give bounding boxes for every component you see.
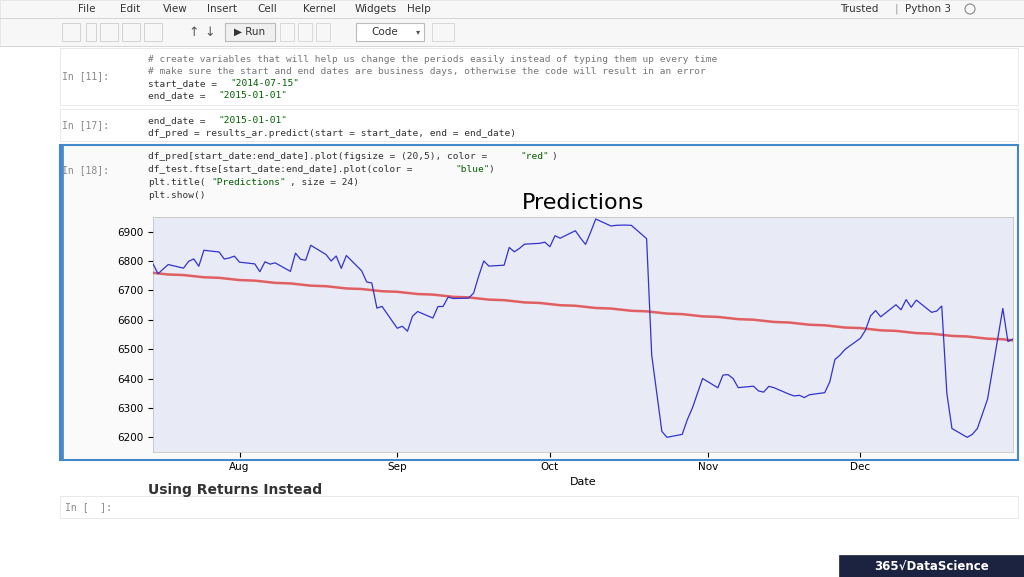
Bar bbox=[356, 23, 424, 41]
Text: In [17]:: In [17]: bbox=[62, 120, 109, 130]
Text: plt.show(): plt.show() bbox=[148, 191, 206, 200]
Text: end_date =: end_date = bbox=[148, 116, 211, 125]
Bar bbox=[122, 23, 140, 41]
Text: "2015-01-01": "2015-01-01" bbox=[218, 91, 287, 100]
Text: View: View bbox=[163, 4, 187, 14]
Bar bbox=[0, 18, 1024, 46]
Bar bbox=[225, 23, 275, 41]
Text: "2014-07-15": "2014-07-15" bbox=[230, 79, 299, 88]
Text: ): ) bbox=[488, 165, 494, 174]
Bar bbox=[280, 23, 294, 41]
Text: Insert: Insert bbox=[207, 4, 237, 14]
Text: "red": "red" bbox=[520, 152, 549, 161]
Bar bbox=[100, 23, 118, 41]
Text: "2015-01-01": "2015-01-01" bbox=[218, 116, 287, 125]
Text: |: | bbox=[895, 3, 899, 14]
Text: df_pred[start_date:end_date].plot(figsize = (20,5), color =: df_pred[start_date:end_date].plot(figsiz… bbox=[148, 152, 493, 161]
Text: Using Returns Instead: Using Returns Instead bbox=[148, 483, 323, 497]
Text: df_pred = results_ar.predict(start = start_date, end = end_date): df_pred = results_ar.predict(start = sta… bbox=[148, 129, 516, 138]
Bar bbox=[86, 23, 96, 41]
Bar bbox=[839, 555, 1024, 577]
X-axis label: Date: Date bbox=[569, 477, 596, 488]
Text: df_test.ftse[start_date:end_date].plot(color =: df_test.ftse[start_date:end_date].plot(c… bbox=[148, 165, 418, 174]
Text: Trusted: Trusted bbox=[840, 4, 879, 14]
Text: # make sure the start and end dates are business days, otherwise the code will r: # make sure the start and end dates are … bbox=[148, 67, 706, 76]
Text: Code: Code bbox=[372, 27, 398, 37]
Text: start_date =: start_date = bbox=[148, 79, 223, 88]
Bar bbox=[316, 23, 330, 41]
Text: Widgets: Widgets bbox=[355, 4, 397, 14]
Text: end_date =: end_date = bbox=[148, 91, 211, 100]
Text: plt.title(: plt.title( bbox=[148, 178, 206, 187]
Text: Kernel: Kernel bbox=[303, 4, 336, 14]
Text: Python 3: Python 3 bbox=[905, 4, 951, 14]
Text: Help: Help bbox=[407, 4, 431, 14]
Text: ▶ Run: ▶ Run bbox=[234, 27, 265, 37]
Bar bbox=[60, 145, 1018, 460]
Text: File: File bbox=[78, 4, 95, 14]
Text: , size = 24): , size = 24) bbox=[290, 178, 359, 187]
Bar bbox=[60, 48, 1018, 105]
Text: ↑: ↑ bbox=[188, 25, 200, 39]
Text: In [11]:: In [11]: bbox=[62, 72, 109, 81]
Bar bbox=[432, 23, 454, 41]
Bar bbox=[144, 23, 162, 41]
Text: In [  ]:: In [ ]: bbox=[65, 502, 112, 512]
Text: # create variables that will help us change the periods easily instead of typing: # create variables that will help us cha… bbox=[148, 55, 717, 64]
Text: Edit: Edit bbox=[120, 4, 140, 14]
Bar bbox=[60, 145, 63, 460]
Bar bbox=[60, 496, 1018, 518]
Text: ↓: ↓ bbox=[205, 25, 215, 39]
Bar bbox=[298, 23, 312, 41]
Text: Cell: Cell bbox=[257, 4, 276, 14]
Text: ): ) bbox=[551, 152, 557, 161]
Text: In [18]:: In [18]: bbox=[62, 165, 109, 175]
Text: "blue": "blue" bbox=[455, 165, 489, 174]
Text: ▾: ▾ bbox=[416, 28, 420, 36]
Bar bbox=[0, 0, 1024, 18]
Bar bbox=[60, 109, 1018, 141]
Text: 365√DataScience: 365√DataScience bbox=[874, 560, 989, 572]
Title: Predictions: Predictions bbox=[522, 193, 644, 213]
Text: "Predictions": "Predictions" bbox=[211, 178, 286, 187]
Bar bbox=[62, 23, 80, 41]
